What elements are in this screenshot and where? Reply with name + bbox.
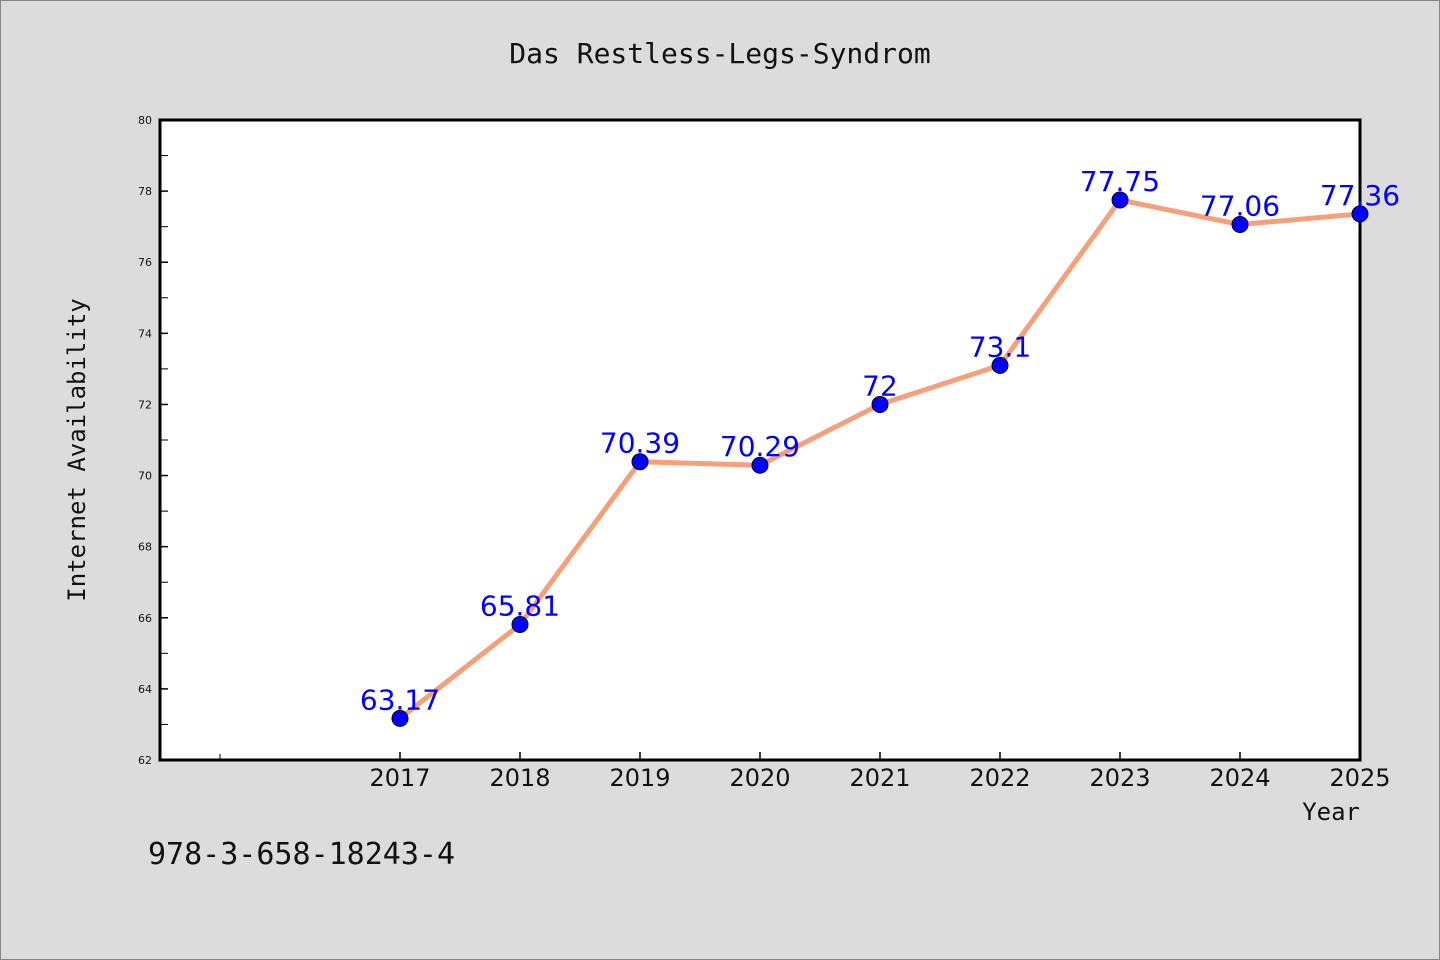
x-tick-label: 2019 [609,764,670,792]
data-point [991,356,1009,374]
data-point [751,456,769,474]
data-label: 77.06 [1200,190,1280,223]
y-tick-label: 64 [138,683,152,696]
data-label: 63.17 [360,683,440,716]
data-point [391,709,409,727]
data-label: 77.75 [1080,165,1160,198]
data-point [511,616,529,634]
x-tick-label: 2022 [969,764,1030,792]
data-label: 70.29 [720,430,800,463]
data-point [1351,205,1369,223]
y-tick-label: 68 [138,541,152,554]
data-point [1111,191,1129,209]
y-tick-label: 62 [138,754,152,767]
y-axis-label: Internet Availability [63,298,91,601]
data-label: 65.81 [480,590,560,623]
y-tick-label: 72 [138,398,152,411]
y-tick-label: 78 [138,185,152,198]
y-tick-label: 76 [138,256,152,269]
data-point [1231,216,1249,234]
x-tick-label: 2018 [489,764,550,792]
x-tick-label: 2021 [849,764,910,792]
x-tick-label: 2025 [1329,764,1390,792]
x-tick-label: 2023 [1089,764,1150,792]
x-axis: 2017 2018 2019 2020 2021 2022 2023 2024 2025 [219,752,1391,792]
x-tick-label: 2020 [729,764,790,792]
data-point [871,395,889,413]
y-tick-label: 70 [138,470,152,483]
y-tick-label: 80 [138,114,152,127]
data-label: 77.36 [1320,179,1400,212]
y-tick-label: 66 [138,612,152,625]
series-group: 63.17 65.81 70.39 70.29 72 73.1 77.75 77.06 77.3… [360,165,1400,727]
chart-title: Das Restless-Legs-Syndrom [509,37,930,70]
data-label: 70.39 [600,427,680,460]
x-tick-label: 2017 [369,764,430,792]
plot-area [158,118,1362,762]
x-axis-label: Year [1302,798,1360,826]
data-label: 73.1 [969,330,1031,363]
y-tick-label: 74 [138,327,152,340]
footnote-isbn: 978-3-658-18243-4 [148,837,455,872]
x-tick-label: 2024 [1209,764,1270,792]
y-axis: 62 64 66 68 70 72 74 76 78 80 [138,114,168,767]
data-label: 72 [862,369,898,402]
data-point [631,453,649,471]
